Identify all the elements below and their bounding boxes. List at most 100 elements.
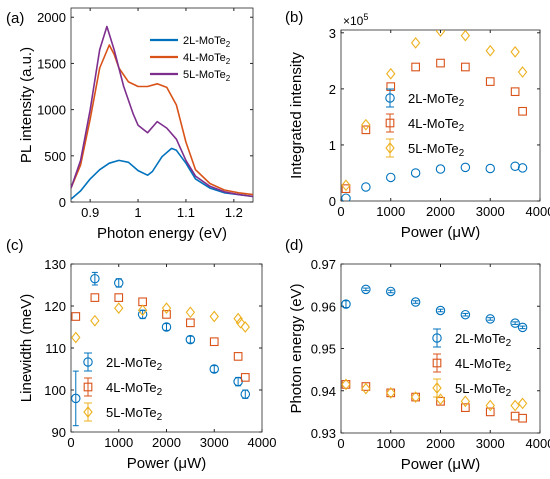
legend-label: 2L-MoTe2 <box>183 35 231 49</box>
x-tick-label: 1 <box>134 205 141 220</box>
series-line-2 <box>71 25 253 198</box>
data-point <box>517 163 528 173</box>
exponent-base: ×10 <box>343 14 364 28</box>
data-point <box>240 389 251 399</box>
y-tick-label: 0 <box>329 194 336 209</box>
data-point <box>460 162 471 173</box>
legend-label: 4L-MoTe2 <box>408 116 465 134</box>
data-point <box>114 293 124 302</box>
legend-label-subscript: 2 <box>506 388 512 399</box>
data-point <box>361 382 371 391</box>
legend-label-text: 5L-MoTe <box>183 69 226 81</box>
legend-marker <box>83 357 93 367</box>
x-tick-label: 2000 <box>152 435 181 450</box>
legend-label: 5L-MoTe2 <box>106 405 163 423</box>
data-point <box>235 316 246 329</box>
y-axis-label: Linewidth (meV) <box>18 294 35 402</box>
y-tick-label: 0.95 <box>311 342 336 357</box>
data-point <box>209 364 220 374</box>
legend-label-text: 5L-MoTe <box>455 381 506 396</box>
legend-label-text: 5L-MoTe <box>106 405 157 420</box>
data-point <box>71 393 81 404</box>
x-tick-label: 2000 <box>426 436 455 451</box>
panel-label: (c) <box>6 237 24 254</box>
legend-label: 4L-MoTe2 <box>455 356 512 374</box>
data-point <box>361 182 371 192</box>
data-point <box>90 314 100 327</box>
data-point <box>386 388 396 398</box>
y-tick-label: 0.97 <box>311 257 336 272</box>
legend-item-2: 5L-MoTe2 <box>83 402 163 423</box>
legend-item-2: 5L-MoTe2 <box>385 138 465 159</box>
data-point <box>233 352 243 361</box>
y-tick-label: 0.94 <box>311 384 336 399</box>
legend-label-subscript: 2 <box>459 123 465 134</box>
data-point <box>386 67 396 80</box>
legend-label-subscript: 2 <box>157 362 163 373</box>
y-tick-label: 0.93 <box>311 426 336 441</box>
data-point <box>341 299 351 309</box>
data-point <box>410 297 421 307</box>
legend-label: 4L-MoTe2 <box>183 52 231 66</box>
data-point <box>186 318 195 328</box>
legend-label: 5L-MoTe2 <box>183 69 231 83</box>
y-axis-label: PL intensity (a.u.) <box>18 47 35 163</box>
data-point <box>510 45 520 58</box>
series-2 <box>341 30 528 192</box>
x-axis-label: Power (μW) <box>401 224 480 241</box>
data-point <box>510 161 520 171</box>
series-1 <box>71 293 250 382</box>
data-point <box>485 399 495 412</box>
data-point <box>485 314 495 324</box>
data-point <box>461 403 470 413</box>
legend-label-text: 4L-MoTe <box>183 52 226 64</box>
data-point <box>410 168 421 178</box>
x-tick-label: 3000 <box>476 436 505 451</box>
legend-item-0: 2L-MoTe2 <box>432 328 512 349</box>
data-point <box>436 396 445 406</box>
x-tick-label: 4000 <box>526 204 550 219</box>
legend-label-subscript: 2 <box>226 57 231 66</box>
legend-marker <box>83 382 93 392</box>
legend-label: 2L-MoTe2 <box>455 331 512 349</box>
x-tick-label: 4000 <box>526 436 550 451</box>
data-point <box>361 118 371 131</box>
legend-label-text: 5L-MoTe <box>408 141 459 156</box>
data-point <box>485 77 495 86</box>
x-axis-label: Power (μW) <box>127 455 206 472</box>
data-point <box>411 62 420 72</box>
data-point <box>410 37 421 49</box>
y-tick-label: 1500 <box>37 56 66 71</box>
data-point <box>385 172 396 183</box>
legend-label-text: 4L-MoTe <box>455 356 506 371</box>
data-point <box>240 321 250 333</box>
x-axis-label: Photon energy (eV) <box>97 225 227 242</box>
exponent-label: ×105 <box>343 12 368 28</box>
data-point <box>162 310 171 319</box>
series-2 <box>341 378 528 412</box>
chart-panel-c: (c) 0 1000 2000 3000 4000 90 100 110 120 130 Power … <box>6 237 276 472</box>
data-point <box>386 82 396 91</box>
x-tick-label: 0 <box>67 435 74 450</box>
legend-label: 5L-MoTe2 <box>455 381 512 399</box>
legend-label-subscript: 2 <box>226 40 231 49</box>
data-point <box>341 179 351 192</box>
legend-label: 2L-MoTe2 <box>106 355 163 373</box>
data-point <box>411 392 420 402</box>
x-axis-label: Power (μW) <box>401 456 480 473</box>
data-point <box>137 304 148 317</box>
legend-marker <box>385 118 395 128</box>
data-point <box>341 184 351 194</box>
data-point <box>161 302 172 314</box>
data-point <box>386 386 396 399</box>
exponent-power: 5 <box>363 12 368 22</box>
y-tick-label: 2 <box>329 82 336 97</box>
data-point <box>517 397 528 410</box>
legend-marker <box>432 333 442 343</box>
data-point <box>485 163 495 174</box>
chart-panel-d: (d) 0 1000 2000 3000 4000 0.93 0.94 0.95 0.96 0.97… <box>285 237 550 473</box>
x-tick-label: 4000 <box>248 435 277 450</box>
legend-label-subscript: 2 <box>506 363 512 374</box>
legend-label-text: 2L-MoTe <box>455 331 506 346</box>
data-point <box>114 302 124 314</box>
